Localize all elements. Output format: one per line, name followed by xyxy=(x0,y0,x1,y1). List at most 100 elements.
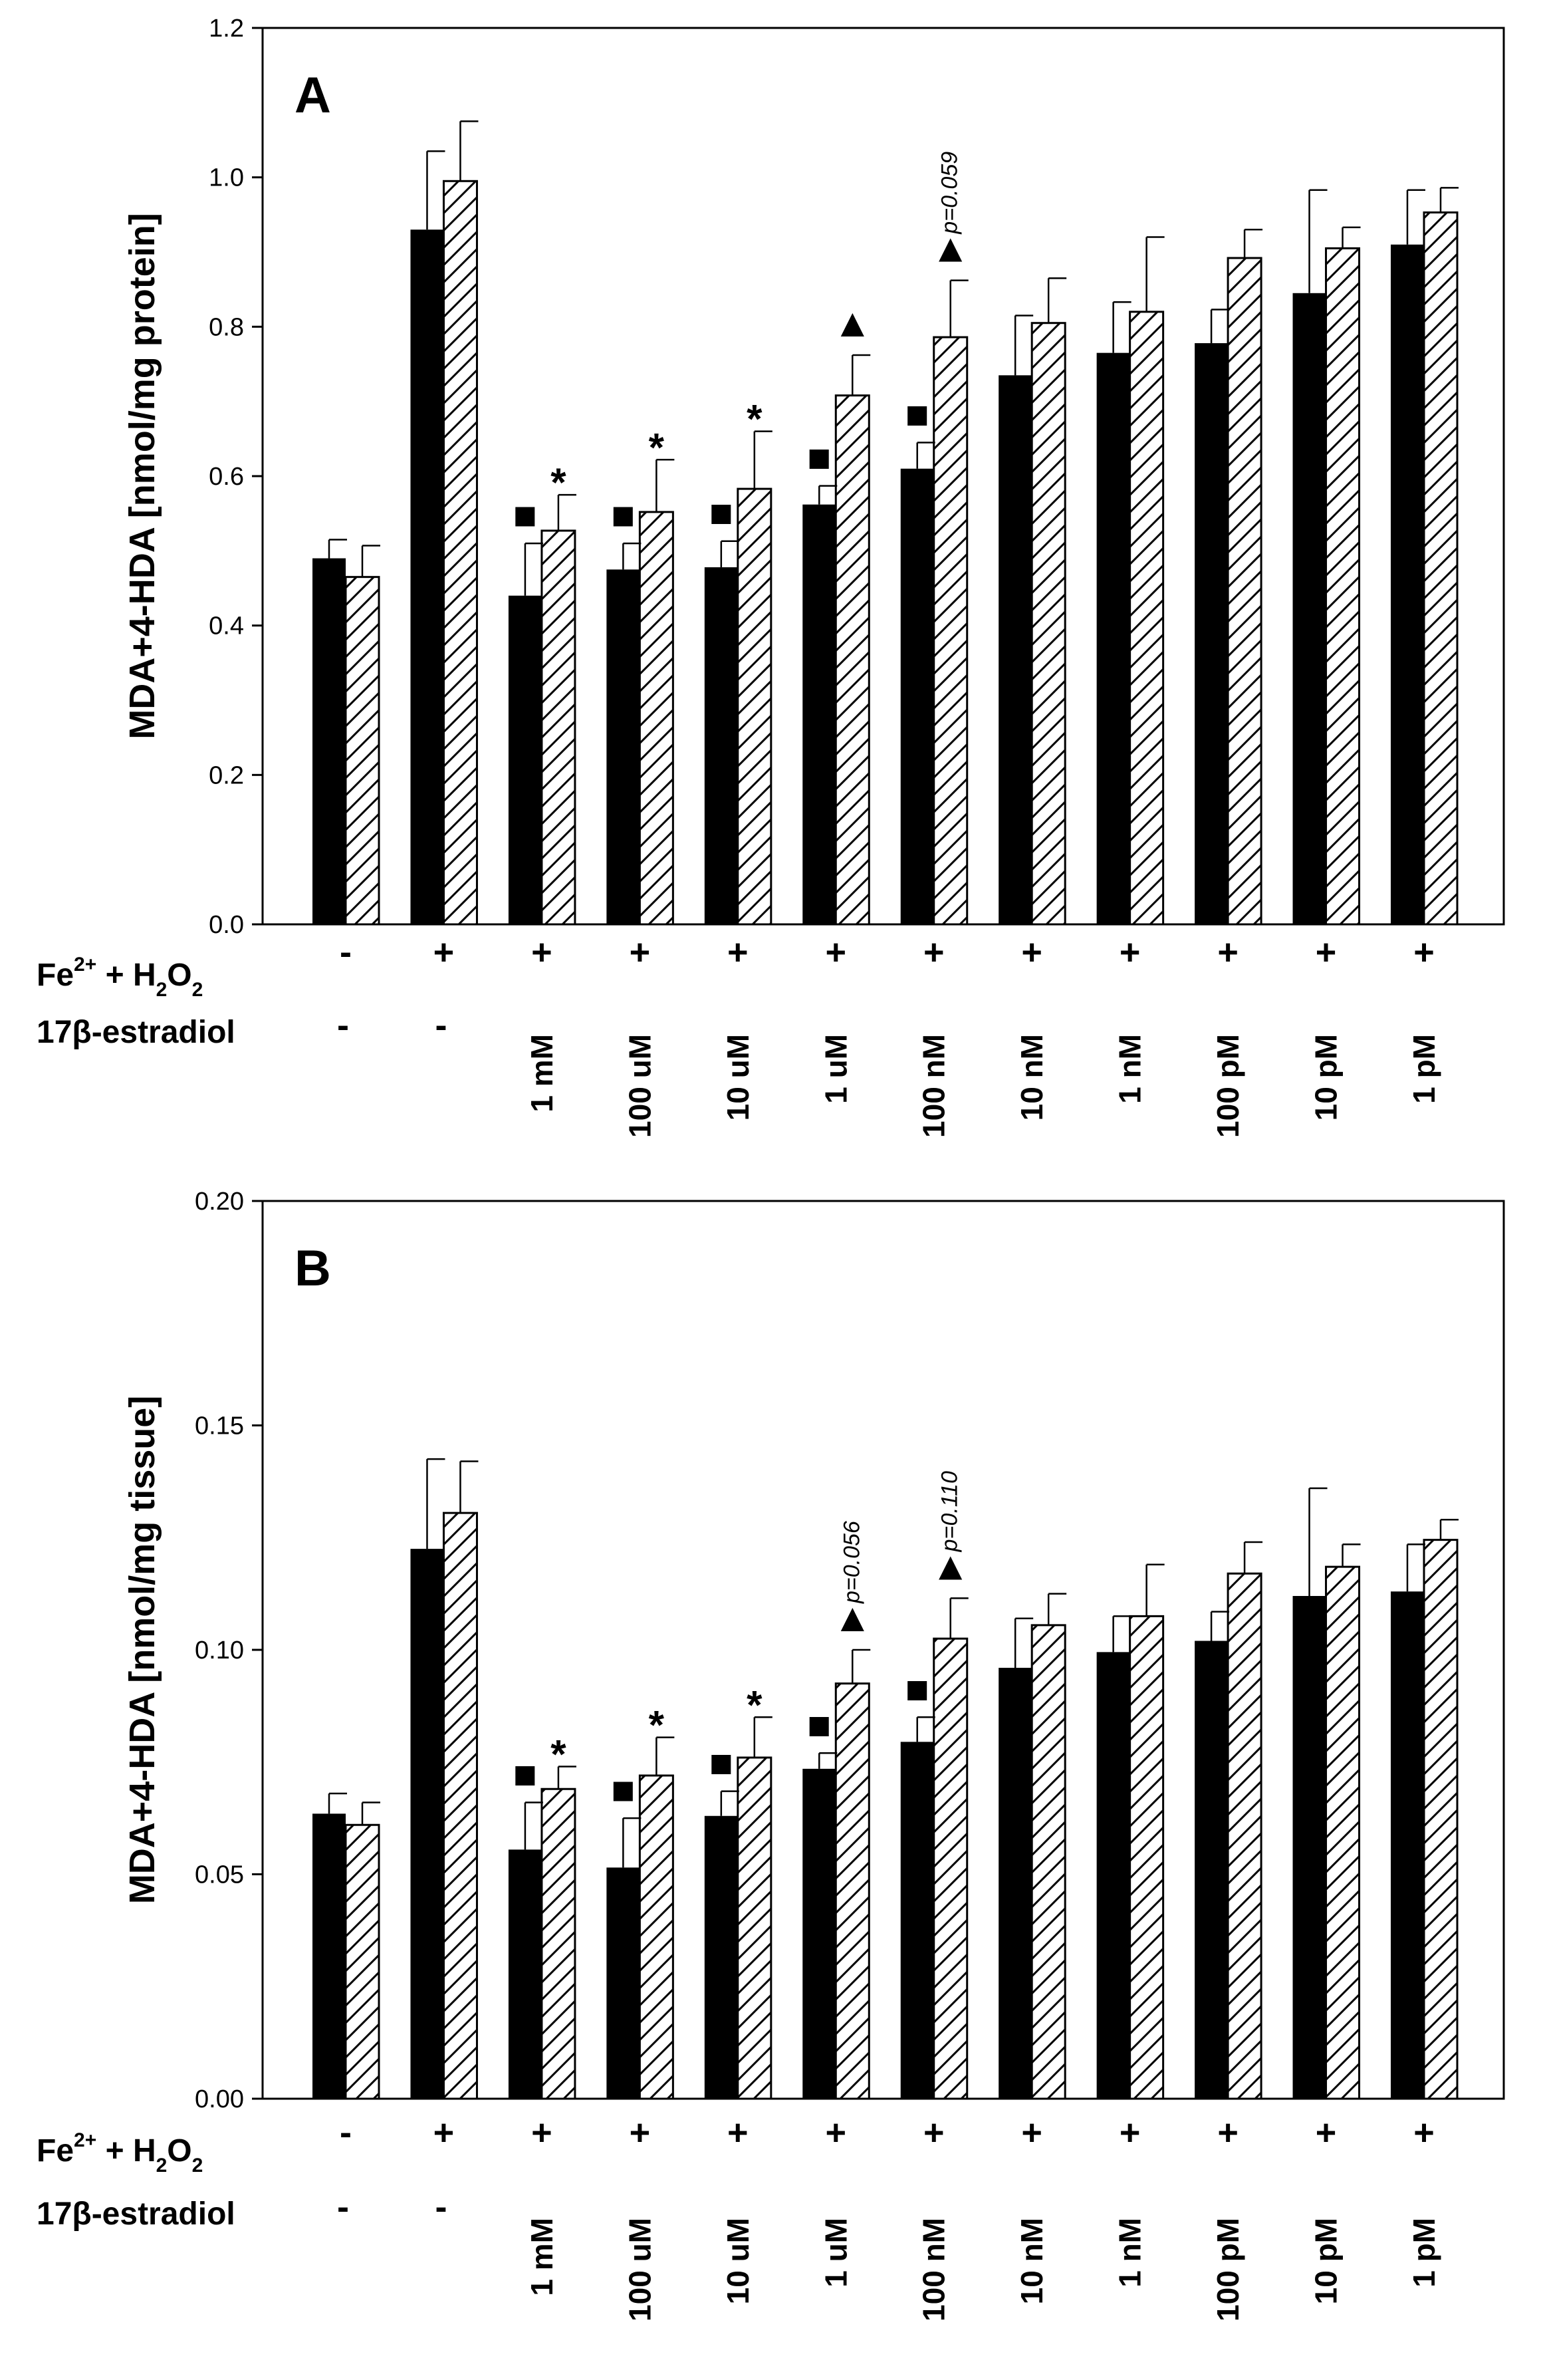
y-tick-label: 1.0 xyxy=(209,164,244,192)
oxidant-row-label: Fe2+ + H2O2 xyxy=(37,954,203,1001)
concentration-label: 10 pM xyxy=(1309,1034,1344,1121)
bar-solid xyxy=(704,1815,738,2099)
oxidant-sign: + xyxy=(1316,2113,1337,2153)
oxidant-sign: + xyxy=(531,2113,552,2153)
oxidant-sign: + xyxy=(825,932,846,972)
oxidant-sign: + xyxy=(1413,2113,1435,2153)
error-bar-solid xyxy=(720,1790,739,1816)
error-bar-hatched xyxy=(1342,226,1361,249)
error-bar-solid xyxy=(1308,189,1328,293)
oxidant-sign: + xyxy=(531,932,552,972)
error-bar-hatched xyxy=(1047,277,1067,323)
bar-hatched xyxy=(1423,211,1459,926)
bar-solid xyxy=(312,1813,346,2099)
panel-B: 0.00 0.05 0.10 0.15 0.20 MDA+4-HDA [nmol/mg t… xyxy=(37,1188,1505,2321)
panel-letter: A xyxy=(295,67,331,124)
bar-hatched xyxy=(1325,1565,1361,2100)
panel-letter: B xyxy=(295,1240,331,1297)
significance-mark: * xyxy=(649,425,665,469)
error-bar-solid xyxy=(916,442,935,469)
error-bar-solid xyxy=(1308,1487,1328,1596)
error-bar-hatched xyxy=(361,545,380,577)
oxidant-sign: + xyxy=(727,2113,749,2153)
concentration-label: 100 uM xyxy=(622,1034,657,1138)
bar-solid xyxy=(900,1742,934,2099)
bar-solid xyxy=(1096,1652,1130,2099)
significance-mark: ■ xyxy=(513,493,537,537)
error-bar-hatched xyxy=(557,1766,576,1789)
error-bar-solid xyxy=(1210,1611,1230,1641)
bar-solid xyxy=(508,1849,542,2099)
significance-mark: ▲ xyxy=(833,1595,872,1640)
error-bar-hatched xyxy=(1243,1541,1263,1574)
y-tick-label: 0.00 xyxy=(195,2085,244,2113)
concentration-label: 1 mM xyxy=(525,1034,559,1113)
panel-A: 0.0 0.2 0.4 0.6 0.8 1.0 1.2 MDA+4-HDA [nmol/mg … xyxy=(37,15,1505,1138)
oxidant-sign: + xyxy=(1316,932,1337,972)
significance-mark: ■ xyxy=(611,1768,635,1812)
bar-solid xyxy=(999,375,1032,924)
concentration-label: - xyxy=(337,2187,349,2227)
bar-hatched xyxy=(442,1512,478,2100)
concentration-label: - xyxy=(435,2187,447,2227)
error-bar-hatched xyxy=(361,1801,380,1825)
error-bar-solid xyxy=(1112,1615,1131,1653)
oxidant-sign: + xyxy=(433,2113,455,2153)
error-bar-hatched xyxy=(949,279,969,338)
y-tick-label: 1.2 xyxy=(209,15,244,43)
bar-solid xyxy=(606,569,640,924)
significance-mark: ▲ xyxy=(833,301,872,345)
bar-solid xyxy=(802,504,836,924)
bar-solid xyxy=(1292,1596,1326,2099)
y-tick-label: 0.6 xyxy=(209,463,244,491)
error-bar-hatched xyxy=(1439,1519,1459,1540)
concentration-label: 100 nM xyxy=(917,2218,951,2321)
oxidant-sign: + xyxy=(1217,932,1239,972)
bar-hatched xyxy=(638,511,674,926)
y-tick-label: 0.20 xyxy=(195,1188,244,1216)
error-bar-hatched xyxy=(852,354,871,396)
bar-solid xyxy=(606,1867,640,2099)
y-axis-label: MDA+4-HDA [nmol/mg tissue] xyxy=(122,1396,162,1905)
oxidant-sign: - xyxy=(340,2113,352,2153)
bar-solid xyxy=(312,558,346,924)
error-bar-solid xyxy=(1210,309,1230,344)
oxidant-row-label: Fe2+ + H2O2 xyxy=(37,2129,203,2177)
concentration-label: - xyxy=(337,1005,349,1045)
bar-hatched xyxy=(540,529,576,926)
error-bar-solid xyxy=(1112,301,1131,353)
error-bar-hatched xyxy=(1342,1543,1361,1567)
concentration-label: 1 mM xyxy=(525,2218,559,2296)
bar-hatched xyxy=(1325,247,1361,926)
error-bar-solid xyxy=(1406,189,1425,245)
bar-solid xyxy=(900,468,934,924)
error-bar-solid xyxy=(426,1458,445,1549)
oxidant-sign: + xyxy=(1217,2113,1239,2153)
significance-mark: ■ xyxy=(807,436,831,480)
bar-hatched xyxy=(834,394,870,926)
y-axis-label: MDA+4-HDA [nmol/mg protein] xyxy=(122,213,162,739)
oxidant-sign: + xyxy=(1021,932,1042,972)
error-bar-solid xyxy=(1014,315,1034,376)
error-bar-solid xyxy=(328,1792,347,1814)
error-bar-hatched xyxy=(655,1736,675,1776)
bar-hatched xyxy=(933,1637,969,2100)
error-bar-solid xyxy=(1014,1617,1034,1668)
significance-mark: ▲ xyxy=(931,226,970,271)
error-bar-solid xyxy=(818,485,838,505)
significance-mark: ■ xyxy=(513,1752,537,1797)
bar-solid xyxy=(508,595,542,924)
concentration-label: 10 uM xyxy=(721,2218,755,2304)
bar-hatched xyxy=(1030,322,1066,926)
bar-hatched xyxy=(1030,1624,1066,2100)
oxidant-sign: + xyxy=(1120,2113,1141,2153)
significance-mark: * xyxy=(550,460,566,505)
p-value-label: p=0.059 xyxy=(937,152,963,235)
concentration-label: 1 uM xyxy=(818,2218,853,2288)
oxidant-sign: + xyxy=(923,932,945,972)
error-bar-hatched xyxy=(459,120,479,182)
bar-solid xyxy=(1195,343,1229,924)
error-bar-hatched xyxy=(557,493,576,531)
oxidant-sign: + xyxy=(1413,932,1435,972)
